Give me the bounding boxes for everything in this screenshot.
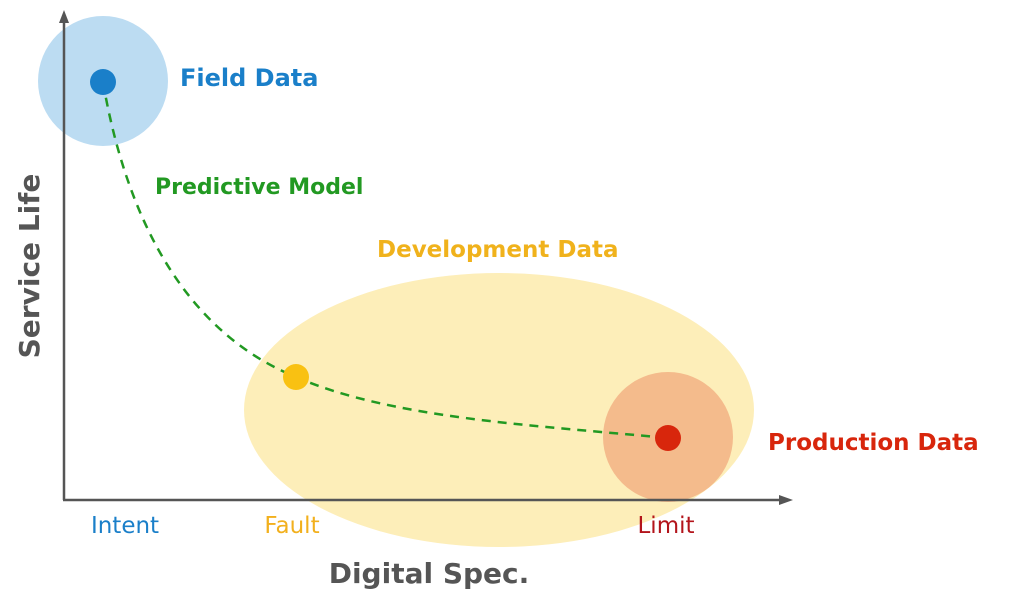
field-data-point xyxy=(90,69,116,95)
x-tick-limit: Limit xyxy=(637,513,694,539)
predictive-model-label: Predictive Model xyxy=(155,175,363,200)
field-data-label: Field Data xyxy=(180,64,318,92)
axes xyxy=(59,10,793,505)
x-tick-fault: Fault xyxy=(264,513,319,539)
x-tick-intent: Intent xyxy=(91,513,159,539)
production-data-label: Production Data xyxy=(768,430,979,456)
development-data-label: Development Data xyxy=(377,237,619,263)
x-axis-arrowhead xyxy=(779,495,793,505)
x-axis-title: Digital Spec. xyxy=(329,557,530,590)
fault-point xyxy=(283,364,309,390)
production-data-point xyxy=(655,425,681,451)
y-axis-title: Service Life xyxy=(13,174,46,359)
y-axis-arrowhead xyxy=(59,10,69,23)
